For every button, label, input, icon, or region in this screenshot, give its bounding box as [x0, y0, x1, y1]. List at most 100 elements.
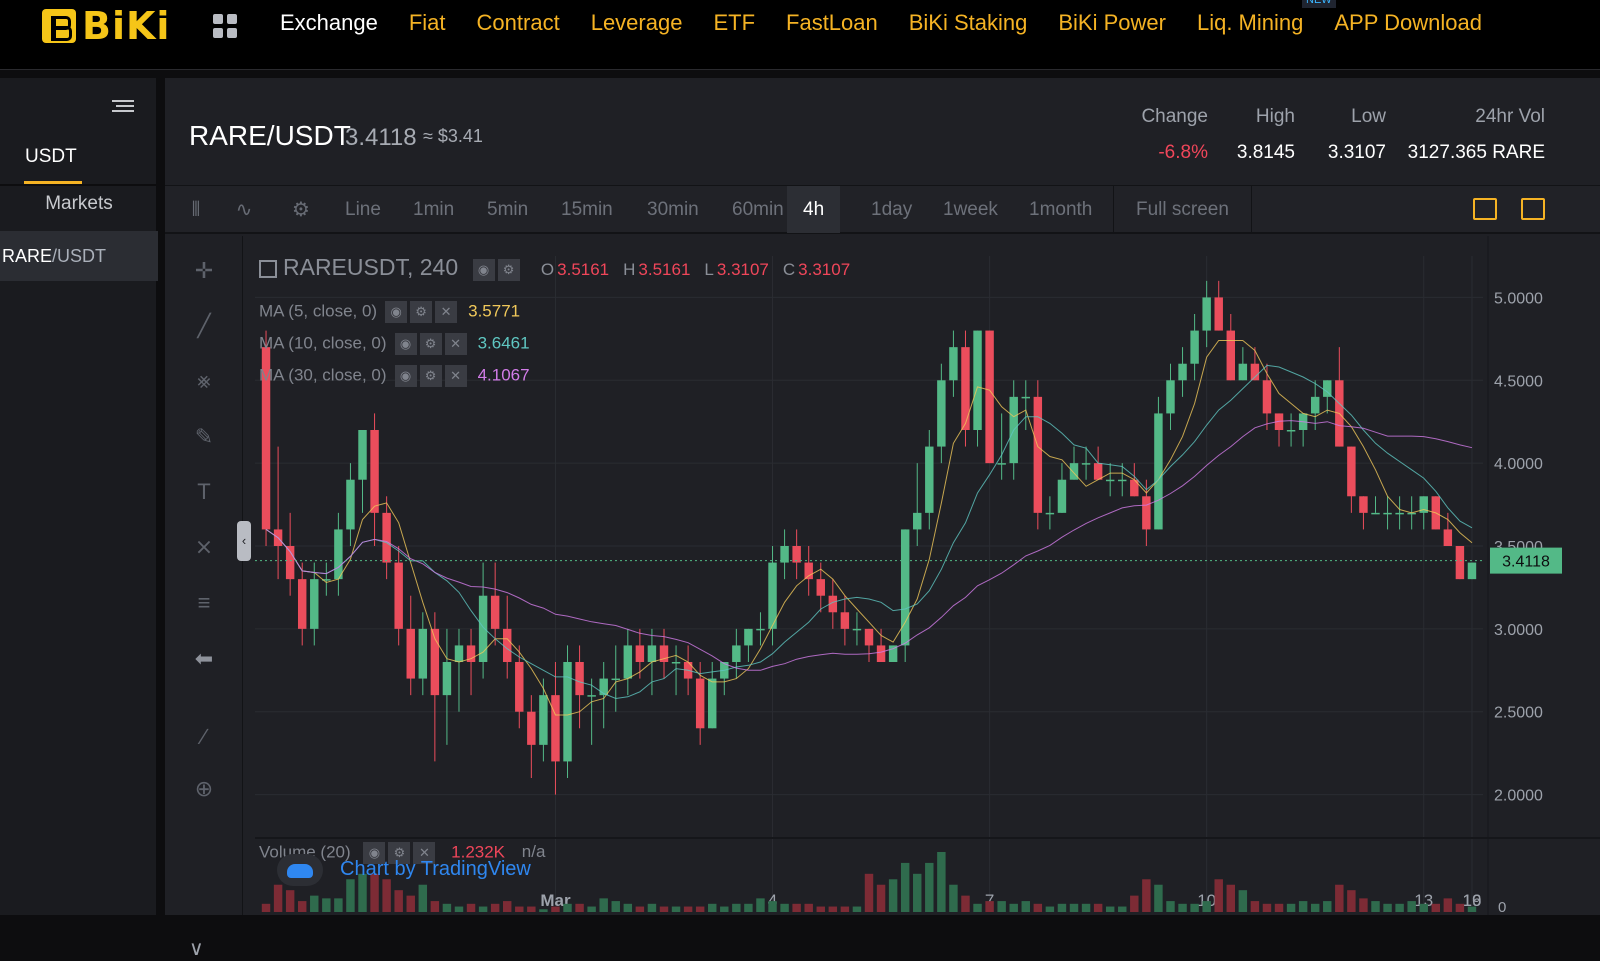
close-icon[interactable]: ✕ [444, 365, 467, 387]
interval-1month[interactable]: 1month [1029, 199, 1093, 220]
eye-icon[interactable]: ◉ [472, 259, 495, 282]
interval-30min[interactable]: 30min [647, 199, 699, 220]
volume-bar [1298, 901, 1308, 912]
ma-line-5 [265, 340, 1473, 716]
gear-icon[interactable]: ⚙ [419, 365, 442, 387]
nav-item-fastloan[interactable]: FastLoan [786, 10, 878, 35]
gear-icon[interactable]: ⚙ [497, 259, 520, 282]
stat-value: 3127.365 RARE [1407, 142, 1545, 163]
candles-icon[interactable]: ⫴ [191, 199, 201, 221]
nav-item-fiat[interactable]: Fiat [408, 10, 446, 35]
candle-body [370, 430, 379, 513]
gear-icon[interactable]: ⚙ [388, 842, 411, 864]
ma-legend-1: MA (10, close, 0) ◉ ⚙ ✕ 3.6461 [259, 333, 530, 355]
volume-bar [1178, 903, 1187, 912]
eye-icon[interactable]: ◉ [385, 301, 408, 323]
nav-item-liq-mining[interactable]: Liq. Mining [1196, 10, 1304, 35]
candlestick-chart[interactable]: 5.00004.50004.00003.50003.00002.50002.00… [243, 236, 1600, 915]
volume-bar [430, 901, 440, 912]
stat-value: -6.8% [1158, 142, 1208, 163]
nav-item-leverage[interactable]: Leverage [590, 10, 683, 35]
candle-body [587, 695, 596, 697]
volume-bar [599, 898, 608, 912]
eye-icon[interactable]: ◉ [363, 842, 386, 864]
close-icon[interactable]: ✕ [413, 842, 436, 864]
gear-icon[interactable]: ⚙ [410, 301, 433, 323]
ruler-icon[interactable]: ∕ [202, 724, 206, 749]
nav-item-contract[interactable]: Contract [476, 10, 560, 35]
back-arrow-icon[interactable]: ⬅ [194, 646, 214, 671]
candle-body [539, 695, 548, 745]
candle-body [297, 579, 307, 629]
interval-1day[interactable]: 1day [871, 199, 913, 220]
x-tick-label: 19 [1463, 891, 1482, 910]
volume-bar [1009, 903, 1018, 912]
candle-body [973, 330, 982, 430]
tradingview-logo-icon[interactable] [277, 854, 323, 886]
settings-gear-icon[interactable]: ⚙ [292, 199, 310, 221]
interval-5min[interactable]: 5min [487, 199, 529, 220]
eye-icon[interactable]: ◉ [394, 333, 417, 355]
volume-bar [1371, 901, 1380, 912]
crosshair-icon[interactable]: ✛ [194, 258, 214, 283]
brush-icon[interactable]: ✎ [194, 424, 214, 449]
interval-line[interactable]: Line [345, 199, 381, 220]
pair-base: RARE [2, 246, 53, 266]
volume-bar [732, 903, 741, 912]
market-sidebar: USDT Markets RARE/USDT [0, 78, 158, 915]
trendline-icon[interactable]: ╱ [197, 313, 211, 338]
menu-list-icon[interactable] [112, 100, 134, 114]
nav-item-etf[interactable]: ETF [713, 10, 756, 35]
candle-body [1057, 479, 1067, 513]
text-tool-icon[interactable]: T [197, 479, 211, 504]
nav-item-biki-power[interactable]: BiKi Power [1058, 10, 1166, 35]
brand-logo[interactable]: BiKi [42, 4, 170, 48]
interval-1week[interactable]: 1week [943, 199, 998, 220]
tradingview-credit[interactable]: Chart by TradingView [340, 858, 531, 880]
ma-legend-2: MA (30, close, 0) ◉ ⚙ ✕ 4.1067 [259, 365, 530, 387]
candle-body [490, 595, 500, 629]
interval-60min[interactable]: 60min [732, 199, 784, 220]
collapse-toolbar-handle[interactable]: ‹ [237, 521, 251, 561]
candle-body [997, 463, 1006, 465]
interval-4h[interactable]: 4h [787, 186, 841, 233]
eye-icon[interactable]: ◉ [394, 365, 417, 387]
volume-bar [1455, 903, 1465, 912]
candle-body [502, 628, 512, 662]
candle-body [792, 546, 801, 563]
candle-body [575, 662, 584, 696]
nav-item-app-download[interactable]: APP Download [1334, 10, 1482, 35]
gear-icon[interactable]: ⚙ [419, 333, 442, 355]
toolbar-divider [1251, 186, 1252, 233]
interval-15min[interactable]: 15min [561, 199, 613, 220]
symbol-label: RAREUSDT, 240 [283, 254, 459, 280]
prediction-icon[interactable]: ≡ [197, 590, 211, 615]
chevron-down-icon[interactable]: ∨ [189, 938, 204, 960]
nav-item-exchange[interactable]: Exchange [280, 10, 378, 35]
zoom-icon[interactable]: ⊕ [194, 776, 214, 801]
stat-label: Low [1351, 106, 1386, 127]
fullscreen-button[interactable]: Full screen [1136, 199, 1229, 220]
kline-view-icon[interactable] [1473, 198, 1497, 220]
volume-bar [876, 884, 886, 912]
collapse-legend-icon[interactable] [259, 259, 277, 278]
market-pair-row[interactable]: RARE/USDT [0, 231, 158, 281]
volume-bar [804, 903, 813, 912]
tab-usdt[interactable]: USDT [25, 146, 77, 167]
candle-body [1033, 396, 1043, 513]
indicators-icon[interactable]: ∿ [235, 199, 253, 221]
close-icon[interactable]: ✕ [444, 333, 467, 355]
candle-body [285, 546, 295, 580]
nav-item-biki-staking[interactable]: BiKi Staking [908, 10, 1028, 35]
apps-grid-icon[interactable] [213, 14, 237, 38]
interval-1min[interactable]: 1min [413, 199, 455, 220]
y-tick-label: 4.5000 [1494, 373, 1543, 390]
close-icon[interactable]: ✕ [435, 301, 458, 323]
candle-body [382, 512, 391, 563]
pattern-icon[interactable]: ⨯ [194, 534, 214, 559]
depth-view-icon[interactable] [1521, 198, 1545, 220]
fib-tool-icon[interactable]: ⨳ [197, 368, 211, 393]
ohlc-key: C [782, 260, 796, 279]
candle-body [1323, 380, 1332, 397]
candle-body [937, 380, 946, 447]
